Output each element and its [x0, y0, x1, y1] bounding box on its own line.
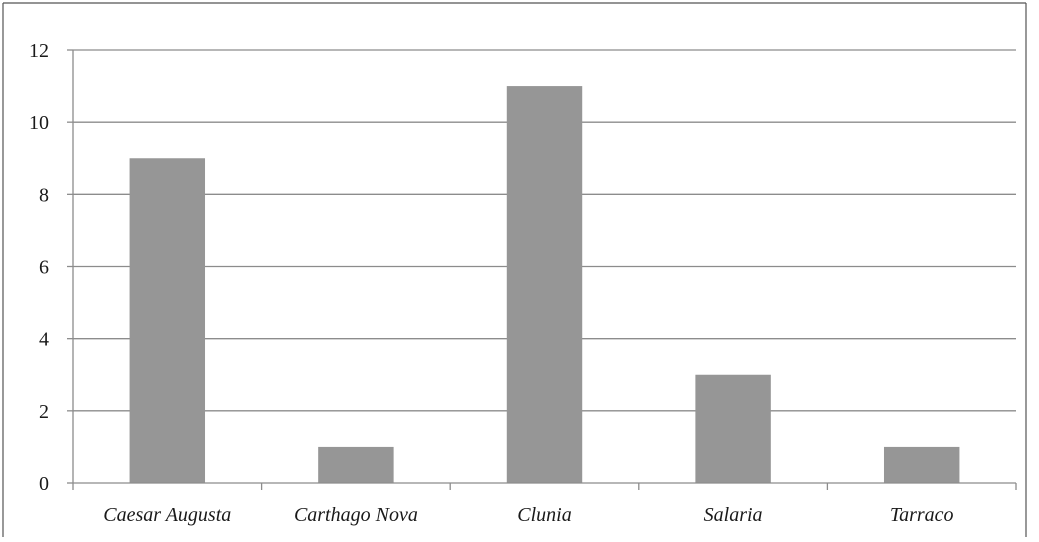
y-tick-label: 8 — [39, 184, 49, 206]
x-tick-label: Clunia — [517, 504, 571, 526]
bar-salaria — [695, 375, 770, 483]
x-tick-label: Salaria — [704, 504, 763, 526]
x-tick-label: Carthago Nova — [294, 504, 418, 526]
bars — [130, 86, 960, 483]
y-tick-label: 0 — [39, 473, 49, 495]
y-tick-label: 12 — [29, 40, 49, 62]
x-tick-label: Caesar Augusta — [103, 504, 231, 526]
x-tick-label: Tarraco — [890, 504, 954, 526]
bar-tarraco — [884, 447, 959, 483]
bar-carthago-nova — [318, 447, 393, 483]
x-tick-labels: Caesar Augusta Carthago Nova Clunia Salaria… — [103, 504, 953, 526]
y-tick-label: 6 — [39, 257, 49, 279]
bar-clunia — [507, 86, 582, 483]
y-tick-label: 2 — [39, 401, 49, 423]
bar-caesar-augusta — [130, 158, 205, 483]
y-tick-label: 10 — [29, 112, 49, 134]
y-tick-label: 4 — [39, 329, 49, 351]
y-tick-labels: 0 2 4 6 8 10 12 — [29, 40, 49, 495]
